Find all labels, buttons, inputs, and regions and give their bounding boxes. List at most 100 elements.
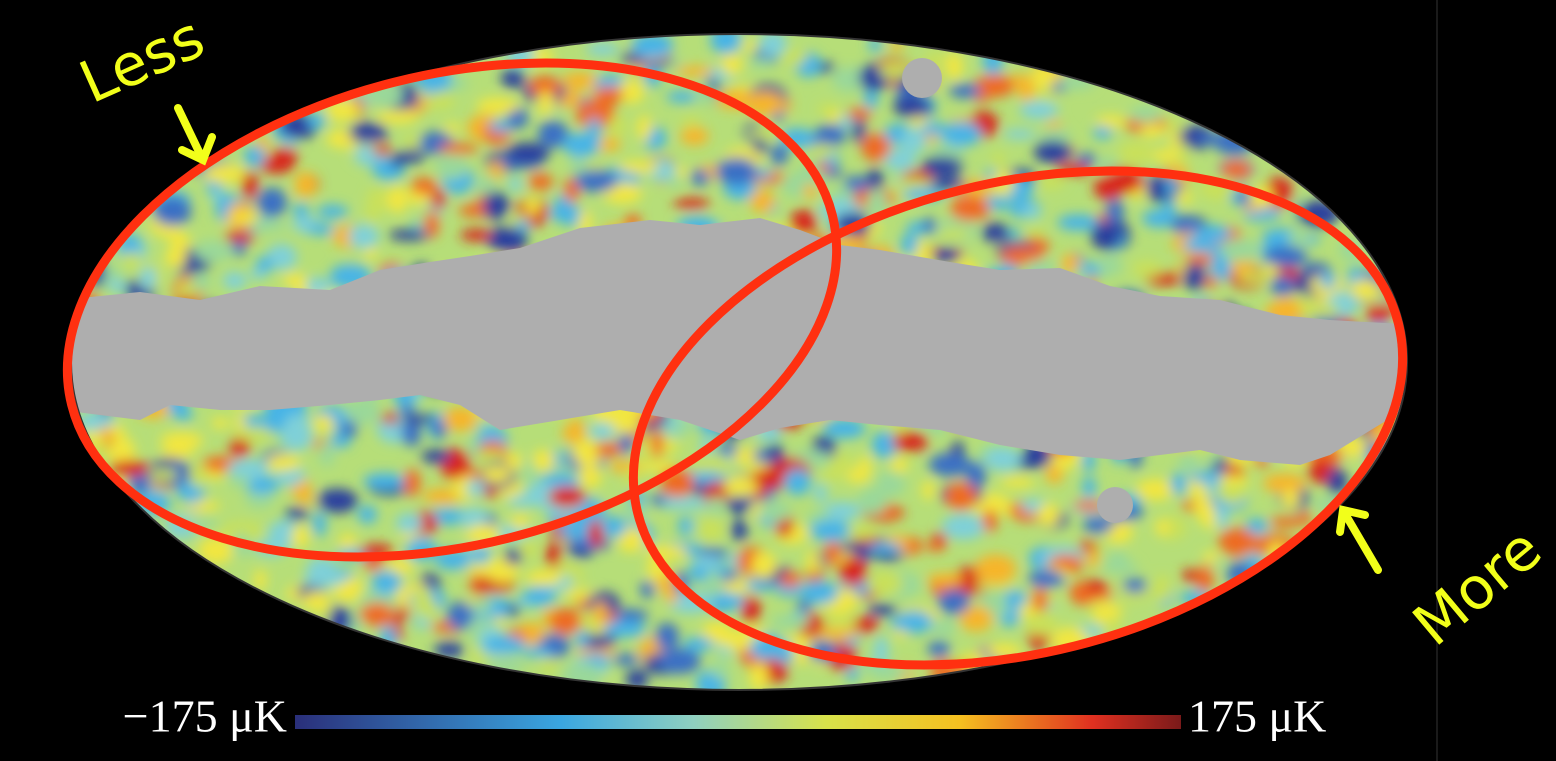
fluctuation (922, 480, 935, 500)
fluctuation (589, 422, 615, 439)
fluctuation (1003, 129, 1036, 139)
fluctuation (751, 551, 776, 579)
fluctuation (754, 449, 769, 463)
fluctuation (575, 630, 588, 648)
fluctuation (893, 97, 933, 117)
fluctuation (1155, 519, 1169, 536)
fluctuation (360, 603, 394, 627)
fluctuation (802, 581, 839, 605)
fluctuation (807, 549, 820, 576)
fluctuation (890, 457, 909, 474)
fluctuation (317, 205, 349, 218)
fluctuation (488, 161, 503, 179)
fluctuation (890, 616, 918, 631)
fluctuation (1270, 276, 1294, 296)
fluctuation (1019, 101, 1058, 119)
fluctuation (139, 266, 156, 290)
fluctuation (122, 252, 141, 268)
fluctuation (1087, 549, 1099, 568)
fluctuation (472, 598, 492, 614)
fluctuation (1282, 489, 1300, 510)
fluctuation (692, 556, 722, 567)
fluctuation (165, 246, 186, 269)
fluctuation (411, 178, 438, 195)
fluctuation (1238, 273, 1275, 283)
fluctuation (516, 220, 530, 233)
fluctuation (483, 191, 509, 219)
fluctuation (506, 604, 520, 615)
fluctuation (1118, 141, 1153, 164)
fluctuation (603, 620, 647, 637)
fluctuation (724, 570, 737, 582)
fluctuation (781, 49, 807, 65)
fluctuation (285, 415, 309, 429)
fluctuation (609, 114, 627, 138)
fluctuation (230, 212, 259, 223)
fluctuation (562, 132, 600, 157)
fluctuation (696, 516, 724, 543)
fluctuation (1312, 304, 1340, 318)
fluctuation (506, 142, 549, 163)
fluctuation (421, 449, 451, 463)
fluctuation (100, 426, 113, 441)
fluctuation (396, 513, 423, 533)
fluctuation (1264, 246, 1307, 268)
fluctuation (522, 647, 553, 657)
fluctuation (929, 453, 971, 477)
fluctuation (853, 616, 879, 632)
fluctuation (1106, 198, 1124, 224)
fluctuation (511, 514, 529, 530)
fluctuation (175, 406, 192, 421)
fluctuation (861, 133, 890, 161)
fluctuation (820, 470, 845, 482)
fluctuation (727, 496, 751, 514)
fluctuation (675, 66, 714, 77)
fluctuation (1218, 528, 1256, 556)
fluctuation (974, 75, 1015, 98)
fluctuation (483, 636, 525, 655)
fluctuation (402, 420, 421, 447)
fluctuation (507, 495, 538, 507)
fluctuation (149, 469, 178, 481)
fluctuation (256, 256, 274, 272)
fluctuation (784, 469, 811, 496)
fluctuation (757, 169, 772, 179)
fluctuation (1165, 179, 1177, 193)
fluctuation (248, 220, 289, 232)
fluctuation (839, 557, 867, 587)
fluctuation (985, 447, 1021, 472)
colorbar-max-label: 175 μK (1188, 691, 1326, 742)
fluctuation (294, 171, 316, 197)
fluctuation (317, 489, 359, 513)
fluctuation (1220, 238, 1261, 261)
fluctuation (373, 145, 391, 156)
fluctuation (506, 452, 523, 470)
fluctuation (853, 116, 865, 143)
fluctuation (1097, 255, 1122, 276)
fluctuation (651, 429, 663, 458)
colorbar-min-label: −175 μK (123, 691, 287, 742)
fluctuation (435, 154, 468, 179)
fluctuation (771, 144, 789, 166)
fluctuation (613, 654, 639, 666)
fluctuation (308, 224, 335, 236)
fluctuation (1196, 564, 1213, 592)
fluctuation (403, 414, 435, 424)
fluctuation (665, 589, 678, 604)
fluctuation (754, 138, 767, 154)
fluctuation (1028, 570, 1065, 589)
fluctuation (188, 501, 220, 512)
fluctuation (710, 660, 729, 679)
fluctuation (445, 123, 461, 134)
fluctuation (705, 570, 722, 599)
fluctuation (348, 224, 379, 249)
fluctuation (470, 564, 499, 576)
page: Less More −175 μK 175 μK (() => { const … (0, 0, 1556, 761)
fluctuation (548, 486, 586, 507)
fluctuation (992, 151, 1004, 170)
fluctuation (825, 538, 839, 567)
fluctuation (809, 144, 835, 159)
fluctuation (1123, 578, 1147, 593)
fluctuation (846, 668, 859, 681)
fluctuation (460, 229, 492, 241)
